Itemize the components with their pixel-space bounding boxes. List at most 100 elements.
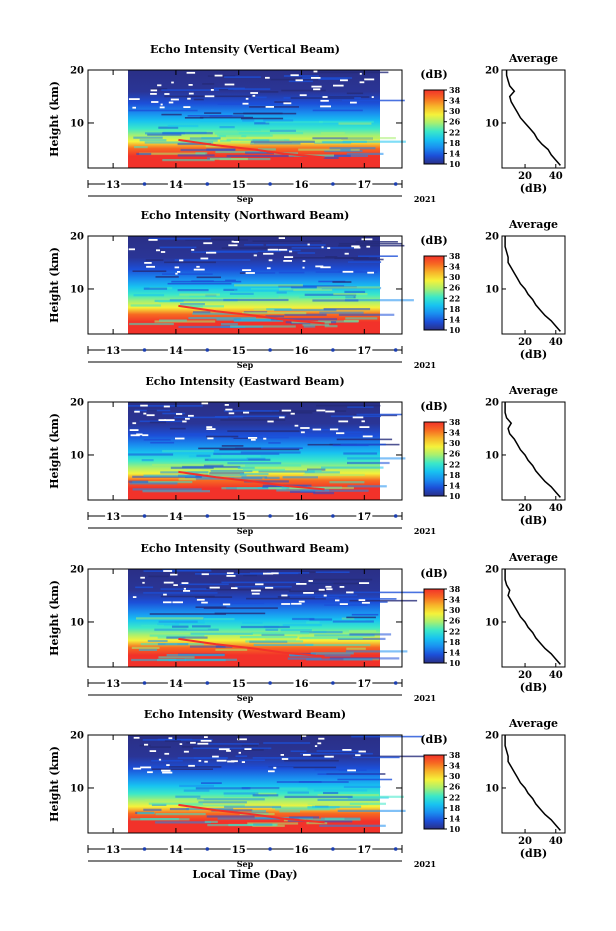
profile-line bbox=[505, 70, 561, 166]
echo-streak bbox=[132, 270, 167, 272]
date-axis-marker bbox=[331, 514, 335, 518]
missing-data-speck bbox=[290, 412, 295, 415]
tick-label-bg bbox=[293, 344, 310, 356]
missing-data-speck bbox=[162, 771, 173, 774]
missing-data-speck bbox=[149, 750, 157, 752]
missing-data-speck bbox=[224, 83, 235, 86]
echo-streak bbox=[251, 810, 266, 813]
echo-streak bbox=[323, 156, 339, 159]
colorbar-tick-label: 30 bbox=[449, 106, 461, 116]
panels-group: Echo Intensity (Vertical Beam) 10 20 Height… bbox=[48, 43, 566, 869]
missing-data-speck bbox=[172, 601, 183, 604]
colorbar-tick-label: 14 bbox=[449, 314, 461, 324]
echo-streak bbox=[316, 404, 381, 407]
missing-data-speck bbox=[196, 598, 205, 601]
profile-y-tick-label: 10 bbox=[485, 617, 499, 628]
missing-data-speck bbox=[333, 84, 344, 87]
echo-streak bbox=[151, 803, 167, 806]
profile-x-label: (dB) bbox=[520, 348, 547, 361]
echo-streak bbox=[196, 743, 259, 745]
echo-panel-3: Echo Intensity (Eastward Beam) 10 20 Height… bbox=[48, 375, 566, 536]
colorbar-tick-label: 38 bbox=[449, 584, 461, 594]
missing-data-speck bbox=[324, 755, 334, 758]
echo-streak bbox=[133, 136, 163, 139]
echo-streak bbox=[235, 585, 292, 588]
echo-streak bbox=[189, 137, 221, 140]
profile-frame bbox=[501, 568, 566, 668]
missing-data-speck bbox=[175, 272, 178, 275]
missing-data-speck bbox=[367, 271, 374, 274]
x-tick-label: 15 bbox=[232, 180, 246, 191]
y-tick-label: 20 bbox=[70, 66, 84, 77]
echo-streak bbox=[141, 459, 154, 462]
echo-streak bbox=[284, 759, 339, 762]
echo-streak bbox=[227, 430, 300, 432]
echo-panel-4: Echo Intensity (Southward Beam) 10 20 Heigh… bbox=[48, 542, 566, 703]
profile-x-tick-label: 20 bbox=[518, 171, 532, 182]
echo-streak bbox=[230, 325, 296, 328]
echo-streak bbox=[160, 595, 215, 598]
echo-streak bbox=[356, 413, 403, 416]
missing-data-speck bbox=[200, 257, 209, 260]
echo-streak bbox=[284, 139, 342, 142]
echo-streak bbox=[161, 89, 219, 91]
echo-streak bbox=[158, 656, 195, 659]
missing-data-speck bbox=[191, 249, 195, 251]
echo-streak bbox=[181, 746, 201, 748]
echo-streak bbox=[149, 634, 205, 637]
echo-streak bbox=[303, 325, 316, 328]
missing-data-speck bbox=[132, 596, 137, 598]
echo-streak bbox=[344, 290, 366, 293]
echo-streak bbox=[136, 617, 204, 620]
echo-streak bbox=[343, 785, 381, 788]
missing-data-speck bbox=[207, 437, 214, 440]
echo-streak bbox=[203, 607, 278, 609]
echo-streak bbox=[288, 80, 313, 83]
echo-streak bbox=[185, 804, 245, 807]
echo-streak bbox=[281, 89, 326, 92]
colorbar bbox=[423, 754, 445, 830]
missing-data-speck bbox=[150, 93, 157, 95]
tick-label-bg bbox=[167, 178, 184, 190]
missing-data-speck bbox=[342, 749, 352, 751]
profile-x-tick-label: 20 bbox=[518, 503, 532, 514]
echo-streak bbox=[347, 406, 374, 408]
tick-label-bg bbox=[293, 843, 310, 855]
echo-streak bbox=[143, 592, 218, 594]
missing-data-speck bbox=[222, 603, 231, 606]
echo-streak bbox=[228, 823, 256, 827]
profile-x-label: (dB) bbox=[520, 514, 547, 527]
echo-streak bbox=[219, 602, 265, 605]
echo-streak bbox=[131, 646, 160, 649]
missing-data-speck bbox=[209, 586, 220, 589]
echo-streak bbox=[328, 96, 370, 98]
missing-data-speck bbox=[132, 422, 137, 425]
profile-x-tick-label: 20 bbox=[518, 337, 532, 348]
echo-streak bbox=[252, 757, 331, 759]
echo-streak bbox=[158, 620, 198, 623]
month-label: Sep bbox=[237, 693, 254, 703]
echo-streak bbox=[314, 634, 375, 637]
echo-streak bbox=[307, 468, 326, 471]
missing-data-speck bbox=[206, 428, 216, 430]
echo-layer-line bbox=[178, 470, 325, 491]
profile-y-tick-label: 10 bbox=[485, 284, 499, 295]
year-label: 2021 bbox=[414, 693, 436, 703]
date-axis-marker bbox=[268, 847, 272, 851]
tick-label-bg bbox=[105, 344, 122, 356]
echo-streak bbox=[217, 103, 291, 105]
echo-streak bbox=[297, 252, 316, 254]
echo-streak bbox=[224, 794, 251, 797]
echo-streak bbox=[263, 119, 294, 122]
profile-line bbox=[504, 735, 561, 831]
month-label: Sep bbox=[237, 194, 254, 204]
date-axis-marker bbox=[331, 348, 335, 352]
missing-data-speck bbox=[159, 106, 165, 109]
missing-data-speck bbox=[317, 742, 322, 745]
missing-data-speck bbox=[164, 93, 170, 95]
echo-streak bbox=[343, 452, 378, 455]
echo-streak bbox=[298, 148, 360, 151]
echo-streak bbox=[235, 755, 248, 757]
echo-streak bbox=[242, 312, 307, 315]
colorbar-tick-label: 38 bbox=[449, 750, 461, 760]
